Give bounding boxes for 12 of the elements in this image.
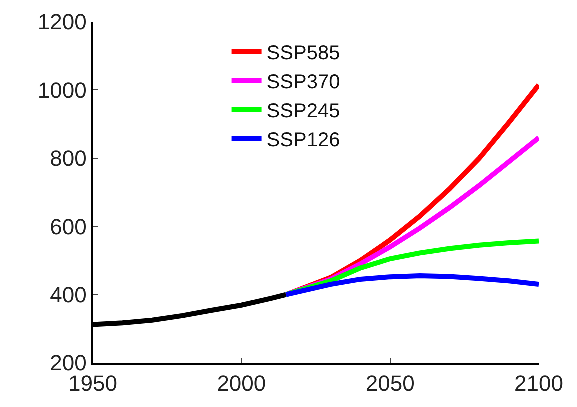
y-tick-label: 400	[50, 282, 87, 308]
legend-label: SSP370	[266, 72, 340, 94]
y-tick-label: 1000	[38, 78, 87, 103]
legend-label: SSP585	[266, 42, 340, 65]
legend-label: SSP245	[266, 100, 340, 123]
y-tick-label: 1200	[38, 10, 87, 35]
x-tick-label: 2050	[366, 371, 415, 396]
x-tick-label: 2000	[217, 371, 266, 396]
x-tick-label: 2100	[514, 371, 564, 396]
y-tick-label: 800	[50, 146, 87, 172]
y-tick-label: 600	[50, 214, 87, 240]
legend-label: SSP126	[266, 130, 340, 152]
